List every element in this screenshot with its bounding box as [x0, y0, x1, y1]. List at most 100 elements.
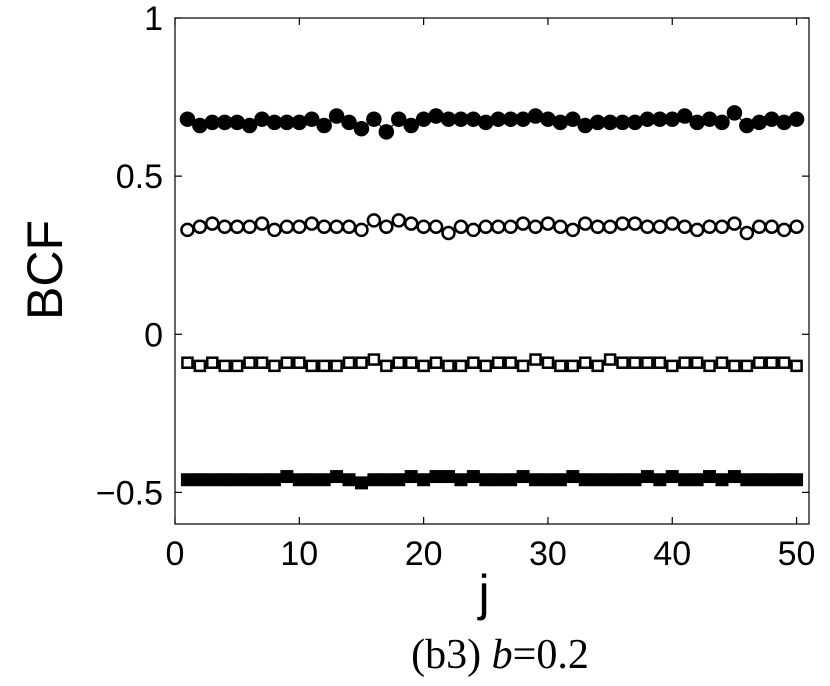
- data-point: [229, 219, 245, 234]
- data-point: [192, 219, 208, 234]
- data-point: [230, 473, 244, 487]
- data-point: [591, 473, 605, 487]
- plot-area: [179, 105, 805, 490]
- data-point: [292, 219, 307, 234]
- series-open-square: [181, 353, 803, 373]
- data-point: [677, 219, 692, 234]
- data-point: [504, 356, 517, 369]
- data-point: [641, 356, 654, 369]
- data-point: [255, 356, 269, 369]
- data-point: [367, 473, 381, 487]
- caption-prefix: (b3): [411, 632, 491, 678]
- data-point: [541, 356, 555, 369]
- data-point: [466, 470, 480, 484]
- data-point: [280, 356, 294, 369]
- data-point: [341, 114, 357, 131]
- data-point: [442, 359, 455, 373]
- data-point: [441, 225, 456, 241]
- data-point: [404, 356, 418, 369]
- data-point: [676, 108, 693, 124]
- data-point: [491, 356, 505, 369]
- y-tick-label: 0.5: [116, 158, 163, 196]
- data-point: [316, 117, 332, 134]
- data-point: [230, 359, 244, 373]
- y-tick-label: 1: [144, 0, 163, 38]
- figure-caption: (b3) b=0.2: [411, 632, 589, 678]
- data-point: [429, 356, 443, 369]
- data-point: [355, 356, 368, 369]
- data-point: [179, 111, 196, 127]
- data-point: [540, 216, 556, 231]
- x-tick-label: 10: [280, 535, 318, 573]
- data-point: [578, 473, 592, 487]
- data-point: [341, 219, 357, 234]
- data-point: [703, 359, 716, 373]
- data-point: [739, 225, 755, 241]
- data-point: [515, 216, 531, 231]
- data-point: [317, 359, 331, 373]
- data-point: [616, 356, 629, 369]
- data-point: [354, 476, 368, 490]
- data-point: [602, 219, 618, 234]
- data-point: [565, 222, 581, 238]
- data-point: [342, 356, 356, 369]
- data-point: [541, 473, 555, 487]
- data-point: [403, 117, 419, 134]
- data-point: [516, 470, 530, 484]
- data-point: [790, 359, 803, 373]
- series-open-circle: [180, 213, 804, 241]
- data-point: [342, 473, 356, 487]
- data-point: [640, 470, 654, 484]
- data-point: [380, 359, 393, 373]
- data-point: [765, 473, 779, 487]
- data-point: [328, 108, 345, 124]
- data-point: [678, 473, 692, 487]
- data-point: [304, 216, 319, 231]
- data-point: [454, 473, 468, 487]
- data-point: [293, 356, 306, 369]
- x-axis-label: j: [476, 565, 489, 621]
- data-point: [566, 359, 580, 373]
- data-point: [428, 219, 444, 234]
- plot-frame: [174, 17, 810, 525]
- data-point: [789, 219, 804, 234]
- data-point: [193, 359, 207, 373]
- data-point: [243, 356, 256, 369]
- y-axis-label: BCF: [17, 220, 73, 320]
- series-filled-circle: [179, 105, 805, 140]
- data-point: [317, 473, 331, 487]
- data-point: [740, 473, 754, 487]
- data-point: [305, 359, 318, 373]
- x-tick-label: 50: [778, 535, 816, 573]
- data-point: [193, 473, 207, 487]
- data-point: [627, 216, 643, 231]
- data-point: [628, 473, 642, 487]
- data-point: [788, 111, 805, 127]
- data-point: [205, 473, 219, 487]
- data-point: [628, 356, 642, 369]
- data-point: [392, 473, 406, 487]
- data-point: [591, 359, 604, 373]
- data-point: [353, 120, 370, 137]
- data-point: [653, 356, 667, 369]
- data-point: [616, 473, 630, 487]
- data-point: [479, 359, 493, 373]
- data-point: [615, 216, 630, 231]
- data-point: [566, 470, 580, 484]
- data-point: [703, 470, 717, 484]
- data-point: [330, 470, 344, 484]
- data-point: [516, 359, 530, 373]
- data-point: [354, 222, 369, 238]
- data-point: [305, 473, 319, 487]
- data-point: [205, 216, 220, 231]
- data-point: [665, 216, 680, 231]
- data-point: [267, 473, 281, 487]
- data-point: [280, 470, 294, 484]
- data-point: [330, 359, 343, 373]
- data-point: [454, 359, 468, 373]
- data-point: [366, 213, 382, 228]
- x-tick-label: 30: [529, 535, 567, 573]
- data-point: [242, 219, 257, 234]
- data-point: [753, 356, 766, 369]
- data-point: [689, 222, 705, 238]
